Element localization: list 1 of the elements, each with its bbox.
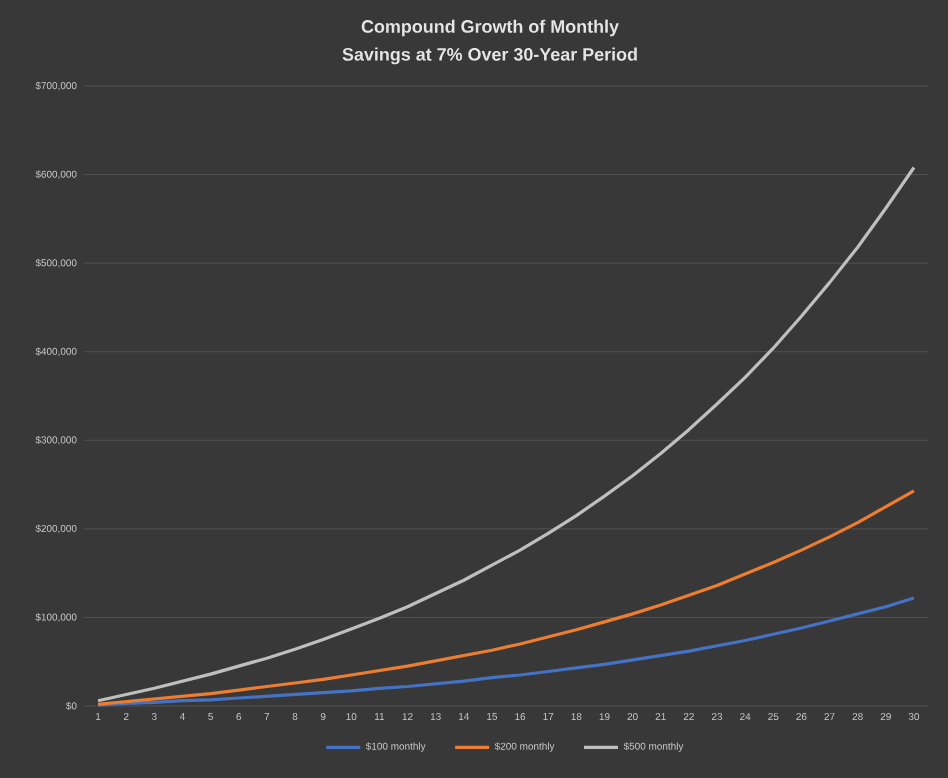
chart-title: Compound Growth of Monthly Savings at 7% Over 30-Year Period [342,19,637,65]
